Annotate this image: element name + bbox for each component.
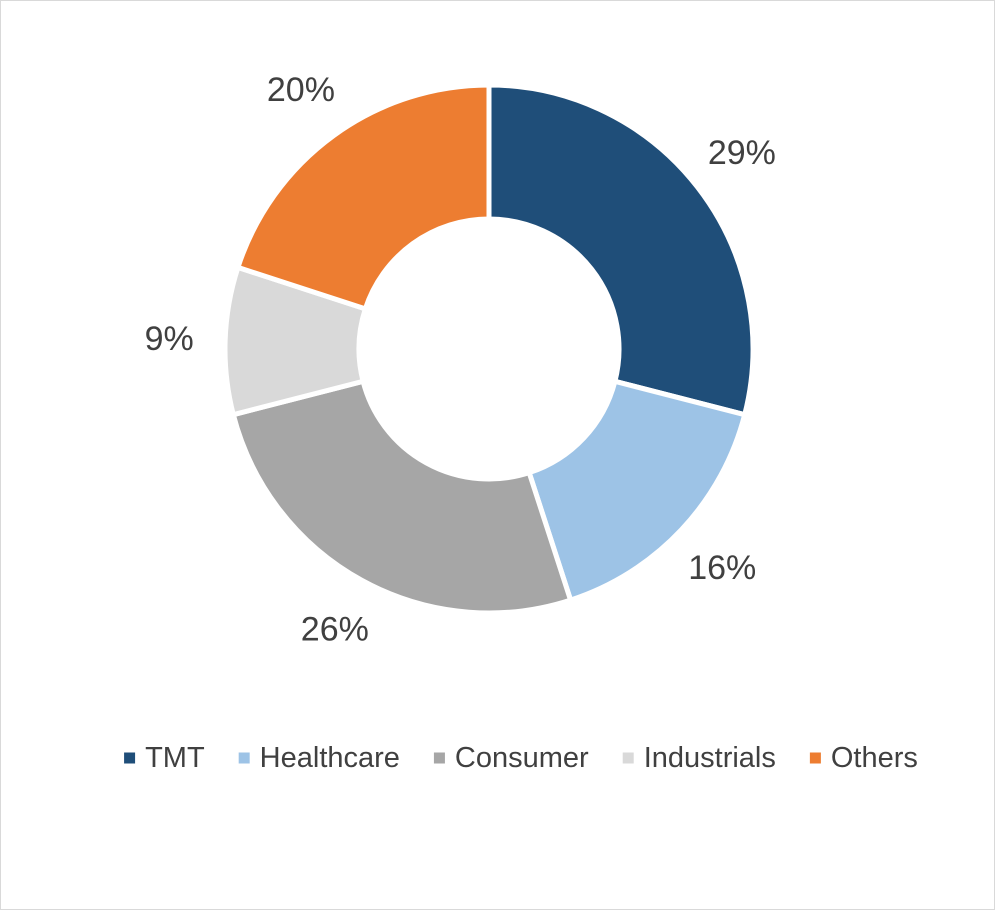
data-label-others: 20% xyxy=(267,71,335,109)
legend-swatch-healthcare xyxy=(238,752,250,764)
data-labels-group: 29% 16% 26% 9% 20% xyxy=(145,71,776,648)
legend: TMT Healthcare Consumer Industrials Others xyxy=(124,742,918,774)
legend-swatch-consumer xyxy=(433,752,445,764)
slice-consumer xyxy=(230,378,574,616)
legend-label-consumer: Consumer xyxy=(455,742,589,774)
legend-item-industrials: Industrials xyxy=(622,742,776,774)
legend-swatch-industrials xyxy=(622,752,634,764)
legend-label-tmt: TMT xyxy=(145,742,205,774)
slices-group xyxy=(222,82,756,616)
legend-swatch-tmt xyxy=(124,752,136,764)
legend-item-consumer: Consumer xyxy=(433,742,589,774)
legend-item-tmt: TMT xyxy=(124,742,205,774)
legend-label-others: Others xyxy=(831,742,918,774)
data-label-tmt: 29% xyxy=(708,134,776,172)
data-label-industrials: 9% xyxy=(145,320,194,358)
legend-item-others: Others xyxy=(809,742,918,774)
legend-item-healthcare: Healthcare xyxy=(238,742,400,774)
legend-swatch-others xyxy=(809,752,821,764)
data-label-healthcare: 16% xyxy=(688,549,756,587)
legend-label-industrials: Industrials xyxy=(644,742,776,774)
data-label-consumer: 26% xyxy=(301,610,369,648)
slice-healthcare xyxy=(526,378,748,604)
slice-others xyxy=(234,82,492,312)
slice-tmt xyxy=(486,82,756,418)
legend-label-healthcare: Healthcare xyxy=(260,742,400,774)
